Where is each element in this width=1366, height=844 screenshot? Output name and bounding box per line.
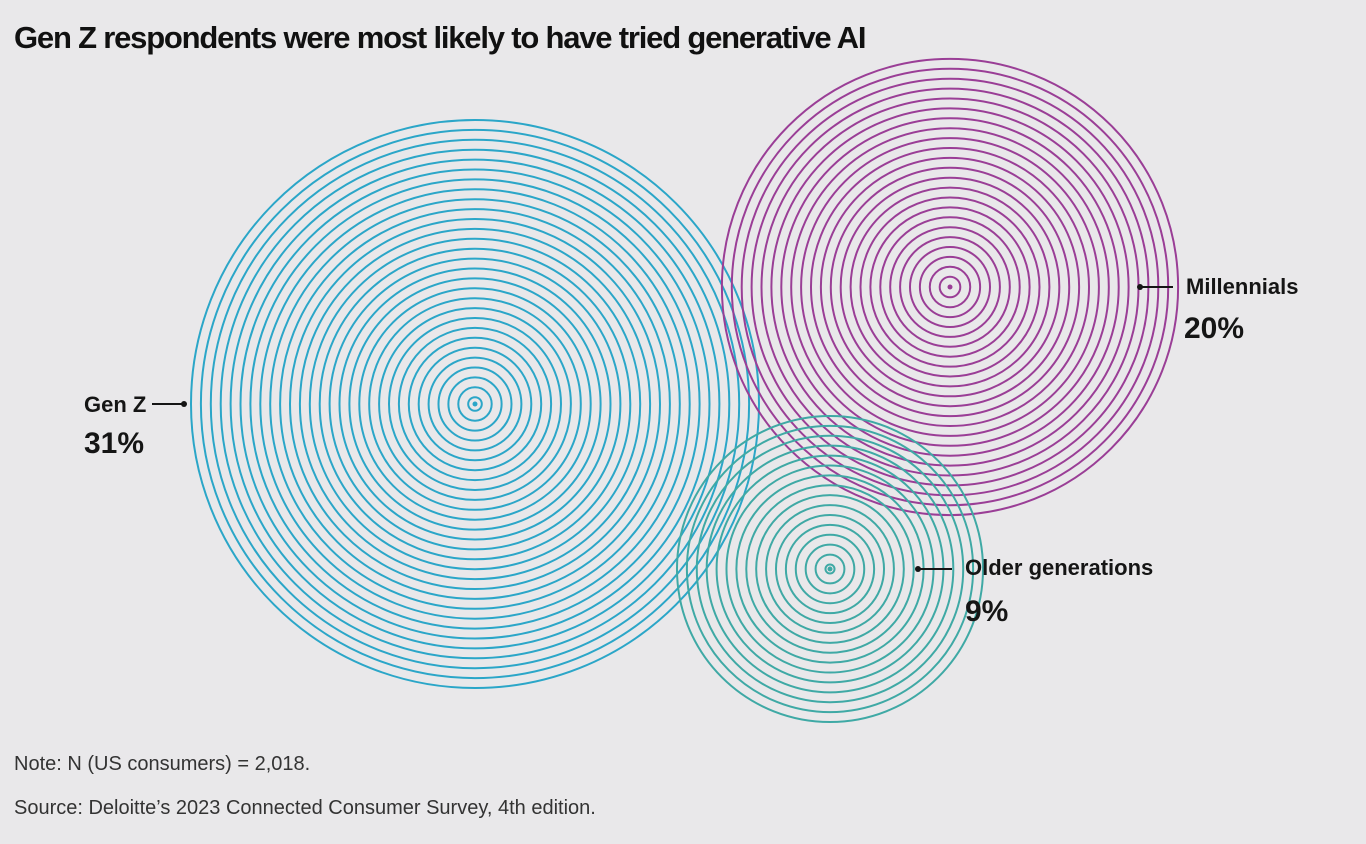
older-generations-ring (774, 513, 886, 625)
older-generations-ring (824, 563, 836, 575)
gen-z-ring (269, 198, 681, 610)
gen-z-ring (397, 326, 553, 482)
older-generations-ring (814, 553, 846, 585)
gen-z-ring (190, 119, 760, 689)
gen-z-ring (328, 257, 622, 551)
millennials-center-dot (947, 284, 953, 290)
gen-z-center-dot (472, 401, 478, 407)
gen-z-ring (447, 376, 503, 432)
gen-z-label: Gen Z (84, 392, 146, 417)
millennials-ring (809, 146, 1091, 428)
millennials-ring (889, 226, 1011, 348)
gen-z-ring (407, 336, 543, 472)
millennials-ring (869, 206, 1031, 368)
millennials-ring (849, 186, 1051, 388)
chart-source: Source: Deloitte’s 2023 Connected Consum… (14, 797, 596, 819)
gen-z-ring (388, 317, 562, 491)
millennials-value: 20% (1184, 312, 1244, 345)
gen-z-ring (219, 148, 731, 660)
older-generations-label: Older generations (965, 555, 1153, 580)
older-generations-ring (705, 444, 955, 694)
older-generations-ring (765, 504, 895, 634)
bubble-gen-z: Gen Z 31% (84, 119, 760, 689)
gen-z-ring (239, 168, 711, 640)
gen-z-leader-dot (181, 401, 187, 407)
chart-title: Gen Z respondents were most likely to ha… (14, 20, 866, 55)
millennials-ring (918, 255, 982, 319)
millennials-rings (720, 57, 1180, 517)
gen-z-ring (279, 208, 671, 600)
millennials-ring (928, 265, 972, 309)
millennials-ring (770, 107, 1130, 467)
millennials-ring (800, 137, 1100, 437)
older-generations-value: 9% (965, 595, 1008, 628)
millennials-ring (829, 166, 1071, 408)
gen-z-ring (308, 237, 642, 571)
gen-z-value: 31% (84, 427, 144, 460)
gen-z-ring (338, 267, 612, 541)
gen-z-ring (358, 287, 592, 521)
gen-z-ring (467, 396, 483, 412)
millennials-ring (839, 176, 1061, 398)
millennials-ring (859, 196, 1041, 378)
gen-z-ring (378, 307, 572, 501)
older-generations-ring (784, 523, 876, 615)
gen-z-ring (437, 366, 513, 442)
bubble-millennials: Millennials 20% (720, 57, 1298, 517)
millennials-ring (790, 127, 1110, 447)
older-generations-ring (695, 434, 965, 704)
gen-z-ring (298, 227, 652, 581)
older-generations-ring (685, 424, 975, 714)
millennials-ring (899, 236, 1001, 338)
gen-z-ring (259, 188, 691, 620)
gen-z-ring (249, 178, 701, 630)
older-generations-ring (755, 494, 905, 644)
gen-z-ring (457, 386, 493, 422)
gen-z-ring (199, 128, 751, 680)
millennials-label: Millennials (1186, 274, 1298, 299)
older-generations-ring (745, 484, 915, 654)
millennials-ring (819, 156, 1081, 418)
older-generations-ring (794, 533, 866, 605)
millennials-ring (908, 245, 992, 329)
millennials-ring (938, 275, 962, 299)
gen-z-ring (348, 277, 602, 531)
millennials-ring (780, 117, 1120, 457)
bubble-older-generations: Older generations 9% (675, 414, 1153, 724)
gen-z-ring (209, 138, 741, 670)
chart-note: Note: N (US consumers) = 2,018. (14, 753, 311, 775)
gen-z-ring (427, 356, 523, 452)
older-generations-rings (675, 414, 985, 724)
gen-z-ring (368, 297, 582, 511)
older-generations-ring (675, 414, 985, 724)
millennials-ring (720, 57, 1180, 517)
gen-z-ring (318, 247, 632, 561)
millennials-ring (879, 216, 1021, 358)
older-generations-center-dot (827, 566, 833, 572)
gen-z-rings (190, 119, 760, 689)
gen-z-ring (289, 218, 661, 590)
older-generations-ring (804, 543, 856, 595)
gen-z-ring (417, 346, 533, 462)
gen-z-ring (229, 158, 721, 650)
